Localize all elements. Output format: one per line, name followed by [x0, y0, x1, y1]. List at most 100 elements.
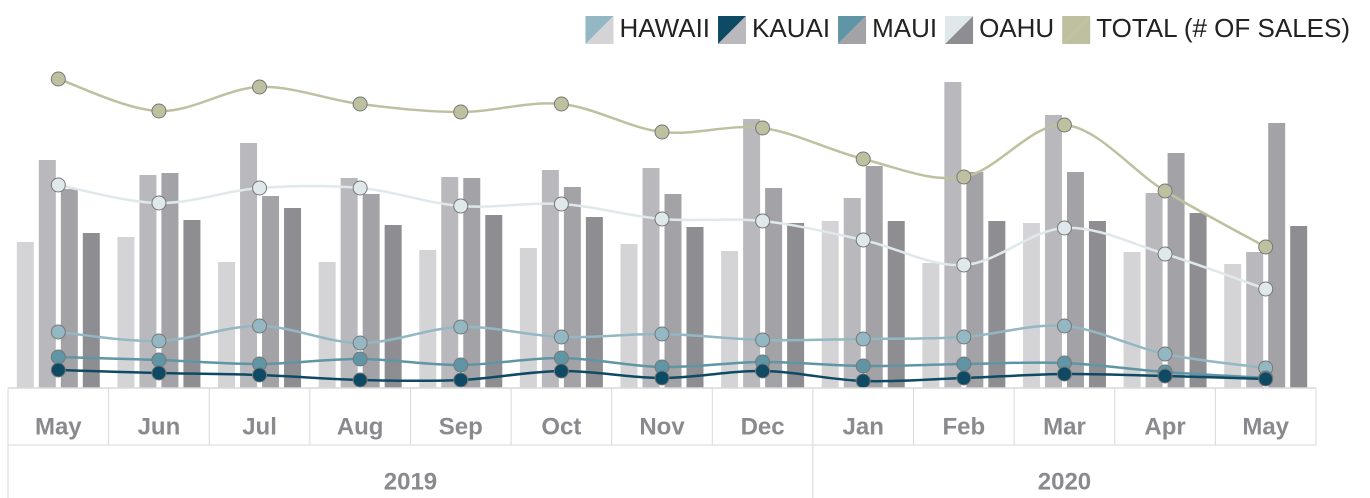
bar — [1145, 193, 1163, 388]
line-point — [352, 335, 368, 351]
bar — [463, 178, 481, 388]
line-point — [352, 180, 368, 196]
bar — [988, 221, 1006, 388]
x-tick-label: Mar — [1043, 413, 1086, 440]
line-point — [50, 71, 66, 87]
line-point — [453, 198, 469, 214]
line-point — [453, 357, 469, 373]
line-point — [151, 103, 167, 119]
x-tick-label: Oct — [541, 413, 581, 440]
bar — [340, 178, 358, 388]
line-point — [654, 124, 670, 140]
bar — [218, 262, 236, 388]
bar — [262, 196, 280, 388]
bar — [1224, 264, 1242, 388]
bar — [1088, 221, 1106, 388]
line-point — [1157, 183, 1173, 199]
line-point — [1056, 366, 1072, 382]
bar — [887, 221, 905, 388]
line-point — [1258, 239, 1274, 255]
line-point — [151, 365, 167, 381]
x-tick-label: Apr — [1144, 413, 1185, 440]
line-point — [1157, 368, 1173, 384]
line — [58, 183, 1267, 291]
line-point — [50, 349, 66, 365]
x-tick-label: May — [35, 413, 82, 440]
line-point — [956, 356, 972, 372]
line-point — [151, 352, 167, 368]
line-point — [553, 363, 569, 379]
line-point — [654, 370, 670, 386]
bar — [1022, 223, 1040, 388]
bar — [686, 227, 704, 388]
legend-label: TOTAL (# OF SALES) — [1096, 13, 1350, 43]
bar — [787, 223, 805, 388]
bar — [16, 242, 34, 388]
line-point — [1258, 371, 1274, 387]
bar — [1066, 172, 1084, 388]
line-point — [855, 331, 871, 347]
x-tick-label: Sep — [439, 413, 483, 440]
bar — [318, 262, 336, 388]
legend-swatch — [718, 16, 747, 44]
bar — [1189, 213, 1207, 388]
line-point — [755, 120, 771, 136]
line-point — [755, 213, 771, 229]
line-point — [352, 96, 368, 112]
legend-swatch — [1062, 16, 1091, 44]
legend-swatch — [945, 16, 974, 44]
x-tick-label: Jul — [242, 413, 277, 440]
bar — [620, 244, 638, 388]
line-point — [453, 319, 469, 335]
legend-label: HAWAII — [620, 13, 711, 43]
line-point — [252, 367, 268, 383]
line-point — [654, 326, 670, 342]
bar — [117, 237, 135, 388]
line-point — [956, 169, 972, 185]
line-point — [453, 372, 469, 388]
bar — [519, 248, 537, 388]
line-point — [252, 79, 268, 95]
bar — [1167, 153, 1185, 388]
line-point — [855, 151, 871, 167]
line-point — [453, 104, 469, 120]
line-point — [352, 351, 368, 367]
bar — [1290, 226, 1308, 388]
legend-label: KAUAI — [752, 13, 830, 43]
bar — [362, 194, 380, 388]
bar — [183, 220, 201, 388]
line-point — [50, 177, 66, 193]
x-tick-label: Feb — [943, 413, 986, 440]
x-tick-label: Dec — [741, 413, 785, 440]
line-point — [755, 332, 771, 348]
line-point — [1056, 117, 1072, 133]
line-point — [755, 363, 771, 379]
bar — [485, 215, 503, 388]
line-point — [654, 211, 670, 227]
x-tick-label: Jan — [843, 413, 884, 440]
x-tick-label: Aug — [337, 413, 384, 440]
legend-label: OAHU — [979, 13, 1054, 43]
legend-swatch — [585, 16, 614, 44]
bar — [1268, 123, 1286, 388]
line-point — [855, 358, 871, 374]
line-point — [553, 329, 569, 345]
bar — [240, 143, 258, 388]
line-point — [151, 333, 167, 349]
legend-swatch — [838, 16, 867, 44]
line-point — [553, 196, 569, 212]
line-point — [956, 257, 972, 273]
bar — [843, 198, 861, 388]
line-point — [1056, 318, 1072, 334]
line-point — [1157, 246, 1173, 262]
x-tick-label: Nov — [639, 413, 685, 440]
line-point — [50, 362, 66, 378]
bar — [284, 208, 302, 388]
bar — [1123, 252, 1141, 388]
group-label: 2019 — [384, 468, 437, 495]
line-point — [50, 324, 66, 340]
line-point — [352, 372, 368, 388]
bar — [384, 225, 402, 388]
bar — [865, 166, 883, 388]
